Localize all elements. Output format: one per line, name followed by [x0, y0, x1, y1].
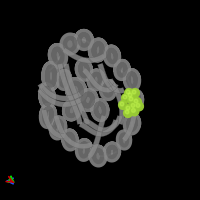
Polygon shape — [83, 116, 123, 133]
Circle shape — [130, 102, 138, 111]
Circle shape — [132, 90, 136, 94]
Circle shape — [125, 110, 129, 114]
Circle shape — [124, 109, 132, 117]
Circle shape — [126, 90, 130, 94]
Circle shape — [126, 106, 130, 110]
Circle shape — [120, 102, 124, 106]
Polygon shape — [108, 79, 125, 125]
Polygon shape — [53, 115, 93, 149]
Circle shape — [125, 89, 133, 97]
Polygon shape — [38, 89, 81, 107]
Circle shape — [136, 103, 140, 107]
Polygon shape — [63, 64, 90, 125]
Circle shape — [127, 92, 135, 100]
Circle shape — [135, 102, 143, 111]
Circle shape — [131, 103, 135, 107]
Circle shape — [129, 97, 133, 101]
Polygon shape — [122, 104, 139, 142]
Circle shape — [123, 95, 127, 99]
Circle shape — [128, 93, 132, 97]
Circle shape — [131, 108, 135, 112]
Circle shape — [119, 101, 127, 109]
Polygon shape — [79, 120, 119, 137]
Polygon shape — [63, 48, 105, 63]
Circle shape — [128, 96, 136, 104]
Circle shape — [130, 107, 139, 116]
Polygon shape — [57, 64, 83, 124]
Polygon shape — [38, 83, 81, 101]
Circle shape — [131, 89, 139, 97]
Polygon shape — [98, 63, 125, 93]
Circle shape — [133, 98, 141, 106]
Polygon shape — [82, 68, 118, 93]
Polygon shape — [88, 115, 106, 157]
Circle shape — [134, 99, 138, 103]
Polygon shape — [41, 110, 64, 139]
Circle shape — [125, 105, 133, 113]
Circle shape — [122, 94, 130, 102]
